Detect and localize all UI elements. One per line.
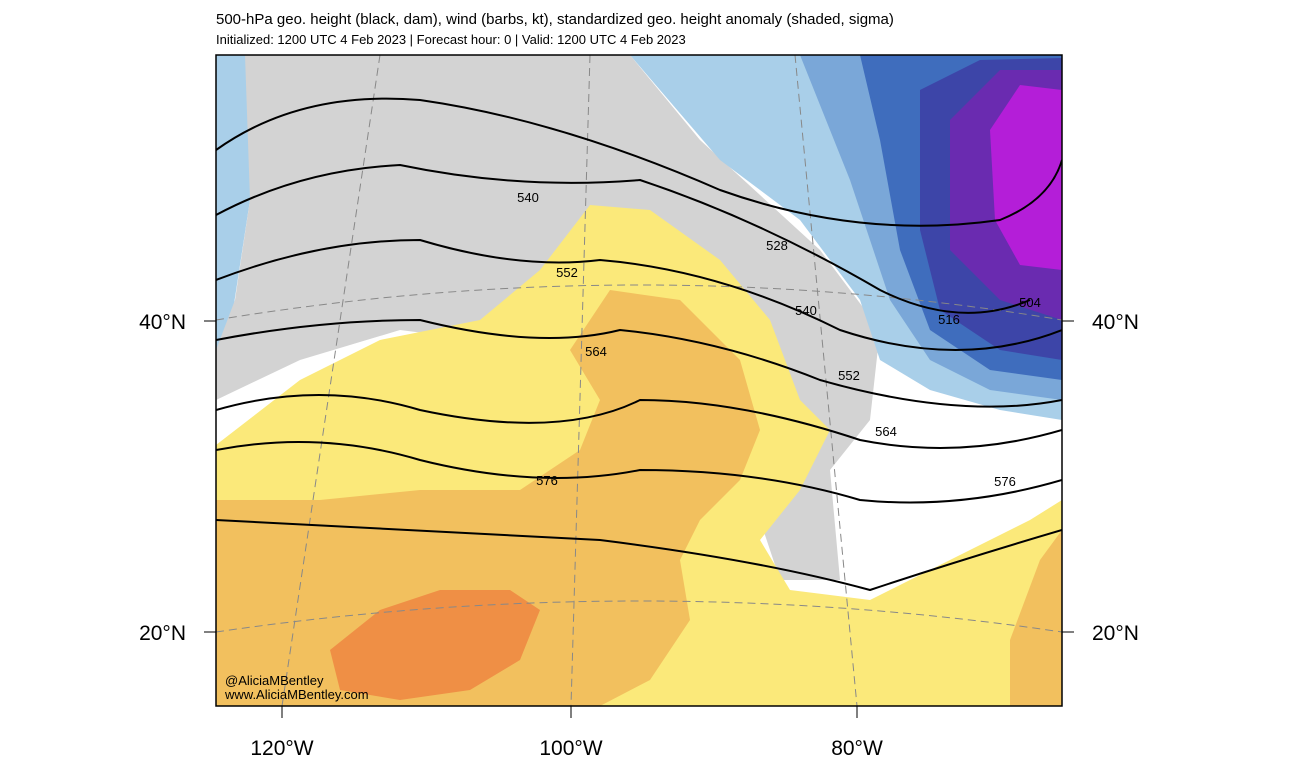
contour-label: 576 <box>536 473 558 488</box>
title: 500-hPa geo. height (black, dam), wind (… <box>216 11 894 28</box>
subtitle: Initialized: 1200 UTC 4 Feb 2023 | Forec… <box>216 32 686 47</box>
contour-label: 564 <box>875 424 897 439</box>
contour <box>216 318 1062 408</box>
contour-label: 540 <box>795 303 817 318</box>
contour-label: 552 <box>838 368 860 383</box>
contour <box>216 163 1031 314</box>
lon-label: 100°W <box>539 737 602 760</box>
graticule <box>281 55 381 706</box>
credit: www.AliciaMBentley.com <box>224 687 369 702</box>
graticule <box>570 55 591 706</box>
anomaly-shade <box>216 290 760 706</box>
contour <box>216 97 1062 227</box>
anomaly-shade <box>990 85 1062 270</box>
contour <box>216 441 1062 504</box>
map-fields <box>216 55 1062 706</box>
contour-label: 576 <box>994 474 1016 489</box>
lon-label: 120°W <box>250 737 313 760</box>
lat-label: 40°N <box>139 311 186 334</box>
contour-label: 528 <box>766 238 788 253</box>
anomaly-shade <box>1010 530 1062 706</box>
map-frame <box>215 54 1063 707</box>
contour <box>216 394 1062 449</box>
contour <box>216 238 1062 351</box>
contour-label: 540 <box>517 190 539 205</box>
graticule <box>216 284 1062 321</box>
graticule <box>794 55 858 706</box>
contour-label: 564 <box>585 344 607 359</box>
contour <box>216 519 1062 592</box>
contour-label: 552 <box>556 265 578 280</box>
anomaly-shade <box>330 590 540 700</box>
credit: @AliciaMBentley <box>225 673 324 688</box>
lat-label: 20°N <box>1092 622 1139 645</box>
lon-label: 80°W <box>831 737 883 760</box>
contour-label: 516 <box>938 312 960 327</box>
labels: 40°N 40°N 20°N 20°N 120°W 100°W 80°W 540 552 564 5… <box>139 190 1139 760</box>
graticule <box>216 600 1062 633</box>
lat-label: 20°N <box>139 622 186 645</box>
contour-label: 504 <box>1019 295 1041 310</box>
lat-label: 40°N <box>1092 311 1139 334</box>
